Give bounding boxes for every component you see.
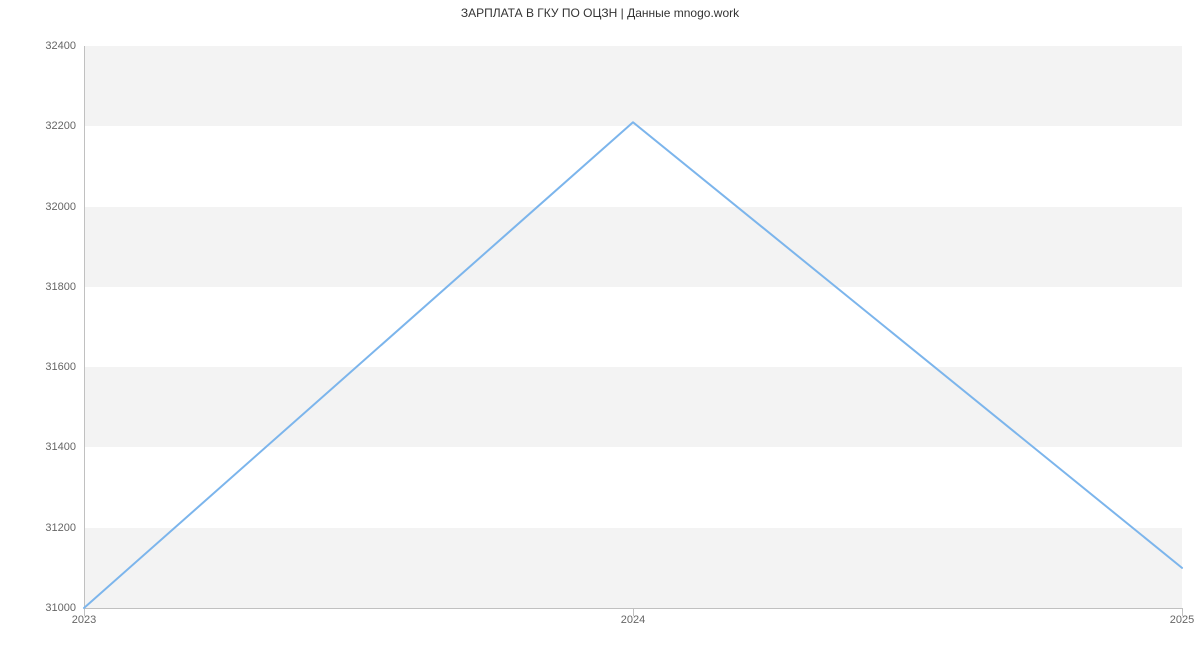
- x-tick-label: 2024: [621, 608, 645, 626]
- x-tick-label: 2023: [72, 608, 96, 626]
- plot-area: 3100031200314003160031800320003220032400…: [84, 46, 1182, 608]
- y-tick-label: 31400: [45, 441, 84, 453]
- y-tick-label: 31200: [45, 522, 84, 534]
- y-tick-label: 32000: [45, 201, 84, 213]
- salary-line-chart: ЗАРПЛАТА В ГКУ ПО ОЦЗН | Данные mnogo.wo…: [0, 0, 1200, 650]
- chart-title: ЗАРПЛАТА В ГКУ ПО ОЦЗН | Данные mnogo.wo…: [0, 6, 1200, 20]
- y-tick-label: 32400: [45, 40, 84, 52]
- x-tick-label: 2025: [1170, 608, 1194, 626]
- y-tick-label: 31800: [45, 281, 84, 293]
- series-line-salary: [84, 122, 1182, 608]
- y-tick-label: 31600: [45, 361, 84, 373]
- line-layer: [84, 46, 1182, 608]
- y-tick-label: 32200: [45, 120, 84, 132]
